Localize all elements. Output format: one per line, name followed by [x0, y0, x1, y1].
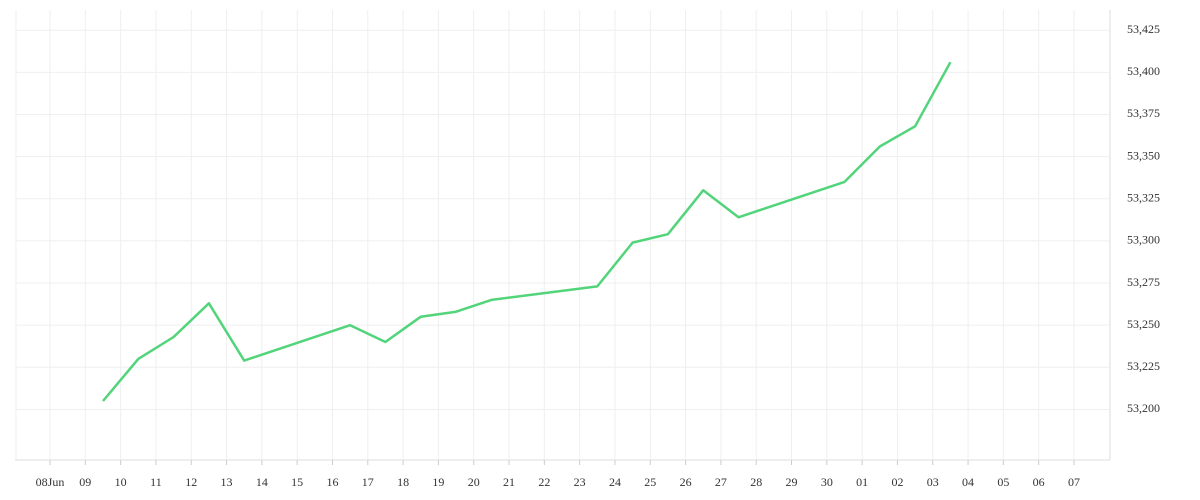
x-tick-label: 25: [644, 475, 656, 489]
x-tick-label: 11: [150, 475, 162, 489]
x-tick-label: 15: [291, 475, 303, 489]
x-tick-label: 30: [821, 475, 833, 489]
y-tick-label: 53,400: [1127, 64, 1160, 78]
y-tick-label: 53,350: [1127, 148, 1160, 162]
x-tick-label: 28: [750, 475, 762, 489]
x-tick-label: 26: [680, 475, 692, 489]
x-tick-label: 06: [1033, 475, 1045, 489]
x-tick-label: 29: [786, 475, 798, 489]
y-tick-label: 53,225: [1127, 359, 1160, 373]
y-tick-label: 53,275: [1127, 275, 1160, 289]
x-tick-label: 12: [185, 475, 197, 489]
x-tick-label: 02: [891, 475, 903, 489]
x-tick-label: 07: [1068, 475, 1080, 489]
x-tick-label: 24: [609, 475, 621, 489]
x-tick-label: 05: [997, 475, 1009, 489]
x-tick-label: 09: [79, 475, 91, 489]
x-tick-label: 08Jun: [36, 475, 65, 489]
x-tick-label: 22: [538, 475, 550, 489]
y-tick-label: 53,300: [1127, 233, 1160, 247]
y-tick-label: 53,250: [1127, 317, 1160, 331]
x-tick-label: 19: [432, 475, 444, 489]
x-tick-label: 03: [927, 475, 939, 489]
x-tick-label: 21: [503, 475, 515, 489]
x-tick-label: 01: [856, 475, 868, 489]
x-tick-label: 17: [362, 475, 374, 489]
x-tick-label: 10: [115, 475, 127, 489]
line: [102, 61, 952, 402]
x-tick-label: 20: [468, 475, 480, 489]
x-tick-label: 04: [962, 475, 974, 489]
y-tick-label: 53,425: [1127, 22, 1160, 36]
x-tick-label: 18: [397, 475, 409, 489]
y-tick-label: 53,200: [1127, 401, 1160, 415]
x-tick-label: 16: [326, 475, 338, 489]
x-tick-label: 27: [715, 475, 727, 489]
y-tick-label: 53,325: [1127, 191, 1160, 205]
y-tick-label: 53,375: [1127, 106, 1160, 120]
x-tick-label: 14: [256, 475, 268, 489]
x-tick-label: 23: [574, 475, 586, 489]
x-tick-label: 13: [221, 475, 233, 489]
